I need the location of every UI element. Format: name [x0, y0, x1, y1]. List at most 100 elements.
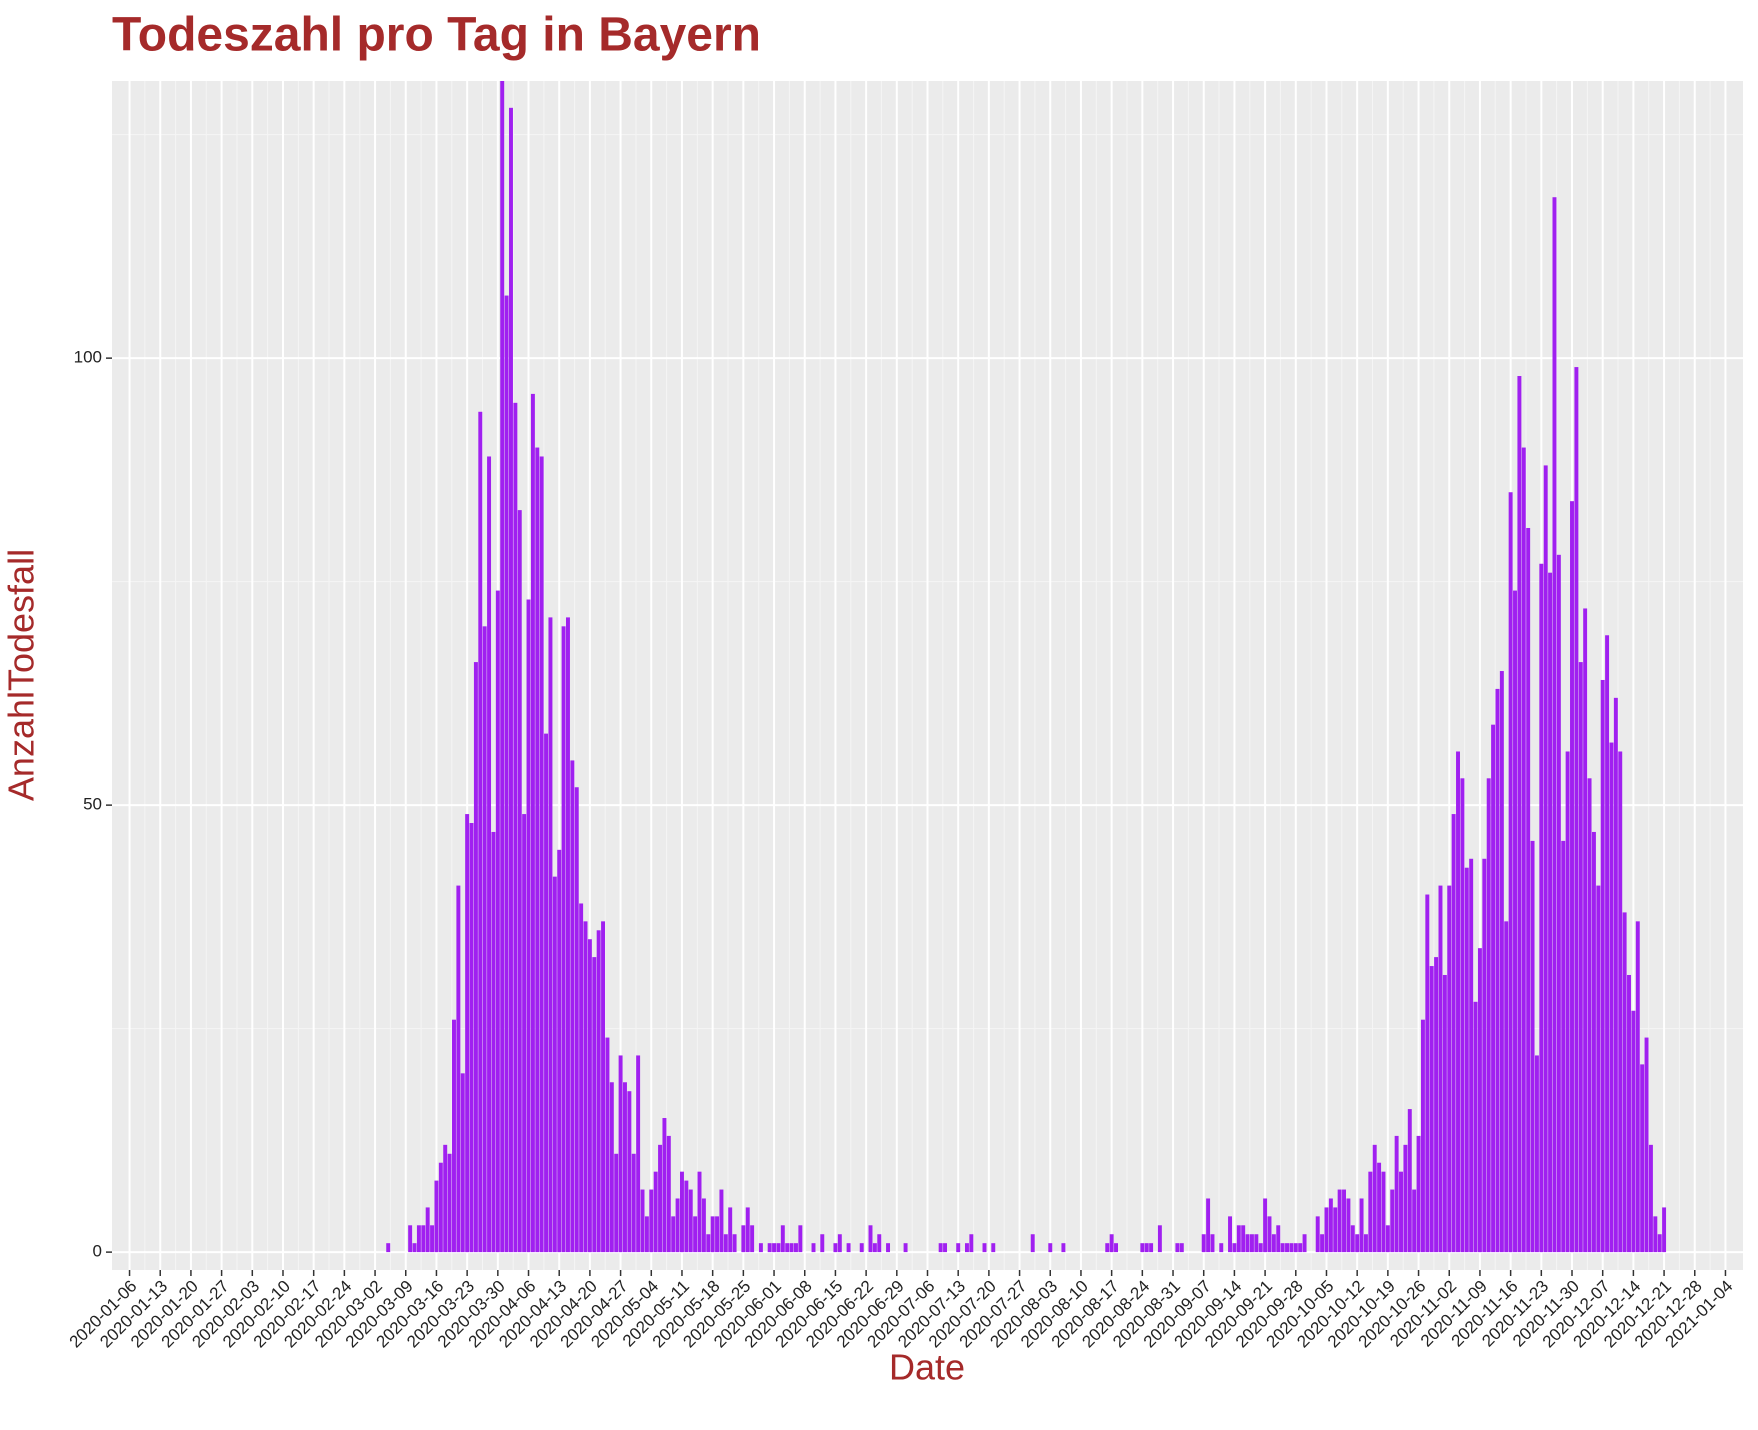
- x-axis-label: Date: [889, 1347, 965, 1388]
- bar: [438, 1162, 443, 1253]
- bar: [741, 1225, 746, 1253]
- bar: [1556, 554, 1561, 1253]
- bar: [1627, 974, 1631, 1253]
- bar: [1394, 1135, 1399, 1253]
- bar: [473, 662, 478, 1253]
- bar: [837, 1234, 842, 1253]
- bar: [1359, 1198, 1364, 1253]
- bar: [1513, 590, 1517, 1253]
- bar: [1429, 966, 1434, 1253]
- bar: [636, 1055, 641, 1253]
- bar: [903, 1243, 908, 1253]
- bar: [1486, 778, 1491, 1253]
- y-tick-label: 50: [83, 795, 102, 814]
- bar: [1662, 1207, 1667, 1253]
- bar: [1109, 1234, 1114, 1253]
- bar: [1403, 1144, 1408, 1253]
- bar: [1390, 1189, 1395, 1253]
- bar: [1245, 1234, 1250, 1253]
- bar: [596, 930, 601, 1253]
- bar: [513, 402, 518, 1253]
- bar: [1618, 751, 1623, 1253]
- bar: [1258, 1243, 1263, 1253]
- bar: [701, 1198, 706, 1253]
- bar: [684, 1180, 689, 1253]
- bar: [758, 1243, 763, 1253]
- bar: [1333, 1207, 1338, 1253]
- bar: [1249, 1234, 1254, 1253]
- bar: [530, 393, 535, 1253]
- bar: [1552, 197, 1557, 1253]
- bar: [609, 1082, 614, 1253]
- bar: [1565, 751, 1570, 1253]
- bar: [618, 1055, 623, 1253]
- bar: [1293, 1243, 1298, 1253]
- bar: [1482, 858, 1487, 1253]
- bar: [1477, 948, 1482, 1253]
- bar: [1521, 447, 1526, 1253]
- bar: [688, 1189, 693, 1253]
- bar: [574, 787, 579, 1253]
- bar: [1644, 1037, 1649, 1253]
- bar: [1179, 1243, 1184, 1253]
- bar: [706, 1234, 711, 1253]
- bar: [1201, 1234, 1206, 1253]
- bar: [579, 903, 584, 1253]
- bar: [1434, 957, 1439, 1253]
- bar: [1587, 778, 1592, 1253]
- bar: [1232, 1243, 1237, 1253]
- bar: [561, 626, 566, 1253]
- bar: [811, 1243, 816, 1253]
- bar: [1574, 367, 1579, 1253]
- bar: [1298, 1243, 1303, 1253]
- bar: [552, 876, 557, 1253]
- bar: [566, 617, 570, 1253]
- bar: [627, 1091, 632, 1253]
- bar: [846, 1243, 851, 1253]
- bar: [526, 599, 531, 1253]
- bar: [886, 1243, 891, 1253]
- bar: [548, 617, 553, 1253]
- bar: [1412, 1189, 1417, 1253]
- bar: [587, 939, 592, 1253]
- bar: [1543, 465, 1548, 1253]
- bar: [1280, 1243, 1285, 1253]
- bar: [605, 1037, 610, 1253]
- bar: [1561, 840, 1566, 1253]
- bar: [1271, 1234, 1276, 1253]
- bar: [570, 760, 575, 1253]
- bar: [877, 1234, 882, 1253]
- bar: [1648, 1144, 1653, 1253]
- bar: [430, 1225, 435, 1253]
- bar: [469, 823, 474, 1253]
- bar: [1469, 858, 1474, 1253]
- bar: [487, 456, 492, 1253]
- bar: [1499, 671, 1504, 1253]
- bar: [1219, 1243, 1224, 1253]
- bar: [1381, 1171, 1386, 1253]
- bar: [785, 1243, 790, 1253]
- bar: [653, 1171, 658, 1253]
- bar: [1600, 679, 1605, 1253]
- bar: [772, 1243, 777, 1253]
- bar: [1328, 1198, 1333, 1253]
- bar: [868, 1225, 873, 1253]
- bar: [1030, 1234, 1035, 1253]
- bar: [750, 1225, 755, 1253]
- bar: [460, 1073, 465, 1253]
- bar: [421, 1225, 426, 1253]
- bar: [1157, 1225, 1162, 1253]
- bar: [1342, 1189, 1346, 1253]
- bar: [715, 1216, 720, 1253]
- bar: [1276, 1225, 1281, 1253]
- bar: [1548, 572, 1553, 1253]
- bar: [710, 1216, 715, 1253]
- bar: [1363, 1234, 1368, 1253]
- bar: [1447, 885, 1452, 1253]
- bar: [416, 1225, 421, 1253]
- bar: [509, 107, 513, 1253]
- bar: [452, 1019, 456, 1253]
- bar: [434, 1180, 439, 1253]
- bar: [623, 1082, 627, 1253]
- bar: [1491, 724, 1496, 1253]
